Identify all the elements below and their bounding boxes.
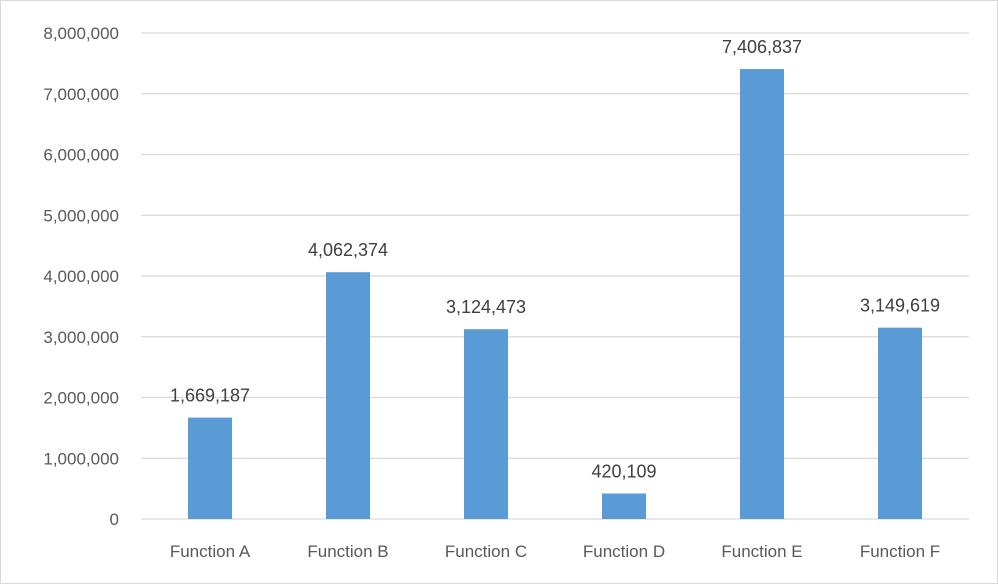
data-label: 4,062,374 (308, 240, 388, 260)
gridlines (141, 32, 969, 520)
bars (188, 69, 922, 519)
bar (602, 493, 646, 519)
y-tick-label: 7,000,000 (43, 85, 119, 104)
x-category-label: Function B (307, 542, 388, 561)
bar (878, 327, 922, 519)
data-label: 3,149,619 (860, 296, 940, 316)
y-tick-label: 8,000,000 (43, 24, 119, 43)
y-tick-label: 0 (110, 510, 119, 529)
x-category-label: Function D (583, 542, 665, 561)
x-axis-categories: Function A Function B Function C Function D… (170, 542, 940, 561)
x-category-label: Function A (170, 542, 251, 561)
data-label: 3,124,473 (446, 297, 526, 317)
x-category-label: Function E (721, 542, 802, 561)
y-tick-label: 2,000,000 (43, 389, 119, 408)
data-labels: 1,669,187 4,062,374 3,124,473 420,109 7,406,… (170, 37, 940, 481)
y-axis-ticks: 0 1,000,000 2,000,000 3,000,000 4,000,000 5,0… (43, 24, 119, 529)
x-category-label: Function C (445, 542, 527, 561)
data-label: 7,406,837 (722, 37, 802, 57)
y-tick-label: 1,000,000 (43, 449, 119, 468)
y-tick-label: 6,000,000 (43, 146, 119, 165)
data-label: 1,669,187 (170, 386, 250, 406)
y-tick-label: 5,000,000 (43, 206, 119, 225)
bar (740, 69, 784, 519)
x-category-label: Function F (860, 542, 940, 561)
bar (326, 272, 370, 519)
bar (464, 329, 508, 519)
bar (188, 417, 232, 519)
y-tick-label: 3,000,000 (43, 328, 119, 347)
y-tick-label: 4,000,000 (43, 267, 119, 286)
data-label: 420,109 (591, 461, 656, 481)
